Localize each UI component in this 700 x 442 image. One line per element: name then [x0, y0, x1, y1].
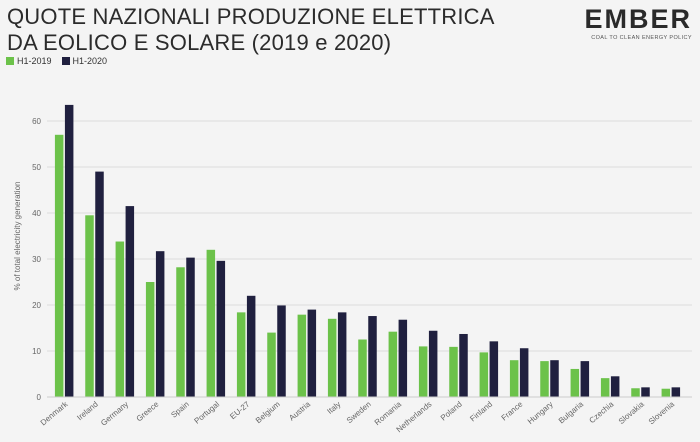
- x-tick-label: Finland: [468, 400, 494, 424]
- x-tick-label: Bulgaria: [557, 399, 586, 425]
- x-tick-label: Greece: [135, 399, 161, 423]
- title-line-1: QUOTE NAZIONALI PRODUZIONE ELETTRICA: [7, 4, 495, 29]
- legend-item-2019: H1-2019: [6, 56, 52, 66]
- legend: H1-2019 H1-2020: [6, 56, 107, 66]
- y-tick-label: 20: [32, 301, 41, 310]
- bar-romania-h1-2020: [398, 319, 408, 397]
- bar-slovakia-h1-2019: [631, 388, 640, 397]
- legend-label-2020: H1-2020: [72, 56, 108, 66]
- bar-eu-27-h1-2019: [236, 312, 246, 397]
- bar-portugal-h1-2020: [216, 260, 226, 397]
- bar-netherlands-h1-2020: [428, 330, 438, 397]
- x-tick-label: EU-27: [228, 399, 252, 421]
- x-tick-label: Czechia: [588, 399, 616, 425]
- x-tick-label: Sweden: [345, 400, 373, 425]
- logo-tagline: COAL TO CLEAN ENERGY POLICY: [591, 35, 692, 41]
- bar-italy-h1-2019: [327, 318, 337, 397]
- bar-greece-h1-2019: [145, 282, 155, 397]
- x-tick-label: Spain: [169, 400, 190, 420]
- bar-netherlands-h1-2019: [418, 346, 428, 397]
- bar-belgium-h1-2019: [267, 332, 276, 397]
- bar-finland-h1-2019: [479, 352, 489, 397]
- legend-swatch-2020: [61, 57, 70, 65]
- legend-swatch-2019: [6, 57, 14, 65]
- x-tick-label: Italy: [325, 400, 342, 416]
- chart-title: QUOTE NAZIONALI PRODUZIONE ELETTRICA DA …: [7, 4, 495, 56]
- y-tick-label: 10: [32, 347, 41, 356]
- x-tick-label: Ireland: [75, 400, 100, 423]
- bar-spain-h1-2019: [176, 267, 185, 397]
- bar-italy-h1-2020: [337, 312, 347, 397]
- bar-sweden-h1-2019: [358, 339, 367, 397]
- bar-austria-h1-2019: [297, 314, 307, 397]
- bar-czechia-h1-2020: [610, 376, 620, 397]
- y-tick-label: 30: [32, 255, 41, 264]
- bar-portugal-h1-2019: [206, 249, 216, 397]
- bar-ireland-h1-2020: [95, 171, 104, 397]
- x-tick-label: Slovenia: [647, 399, 677, 426]
- y-tick-label: 0: [37, 393, 42, 402]
- x-tick-label: Poland: [439, 400, 464, 423]
- bar-belgium-h1-2020: [277, 305, 286, 397]
- bar-slovenia-h1-2020: [671, 387, 681, 397]
- bar-eu-27-h1-2020: [246, 295, 256, 397]
- bar-finland-h1-2020: [489, 341, 499, 397]
- bar-france-h1-2019: [509, 360, 519, 397]
- x-tick-label: Germany: [99, 400, 130, 428]
- bar-romania-h1-2019: [388, 331, 398, 397]
- x-tick-label: Portugal: [193, 399, 222, 425]
- bar-ireland-h1-2019: [85, 215, 94, 397]
- x-tick-label: Austria: [287, 399, 312, 422]
- bar-hungary-h1-2019: [540, 361, 549, 397]
- y-tick-label: 60: [32, 117, 41, 126]
- bar-slovakia-h1-2020: [641, 387, 650, 397]
- legend-item-2020: H1-2020: [61, 56, 108, 66]
- y-tick-label: 40: [32, 209, 41, 218]
- y-tick-label: 50: [32, 163, 41, 172]
- x-tick-label: France: [500, 399, 525, 422]
- bar-germany-h1-2020: [125, 206, 135, 397]
- bar-germany-h1-2019: [115, 241, 125, 397]
- bar-spain-h1-2020: [186, 257, 195, 397]
- bar-bulgaria-h1-2019: [570, 368, 580, 397]
- bar-greece-h1-2020: [155, 251, 165, 397]
- bar-denmark-h1-2019: [54, 134, 64, 398]
- bar-sweden-h1-2020: [368, 316, 377, 397]
- ember-logo: EMBER COAL TO CLEAN ENERGY POLICY: [582, 4, 692, 42]
- bar-france-h1-2020: [519, 348, 529, 397]
- title-line-2: DA EOLICO E SOLARE (2019 e 2020): [7, 30, 392, 55]
- bar-czechia-h1-2019: [600, 378, 610, 397]
- bar-poland-h1-2020: [459, 333, 468, 397]
- bar-slovenia-h1-2019: [661, 388, 671, 397]
- bar-austria-h1-2020: [307, 309, 317, 397]
- bar-poland-h1-2019: [449, 346, 458, 397]
- x-tick-label: Slovakia: [617, 399, 646, 426]
- x-tick-label: Denmark: [39, 399, 70, 427]
- x-tick-label: Belgium: [254, 399, 282, 425]
- bar-bulgaria-h1-2020: [580, 361, 590, 397]
- legend-label-2019: H1-2019: [17, 56, 52, 66]
- bar-hungary-h1-2020: [550, 360, 559, 397]
- bar-denmark-h1-2020: [64, 104, 74, 398]
- x-tick-label: Hungary: [526, 400, 555, 426]
- logo-wordmark: EMBER: [584, 4, 692, 34]
- y-axis-label: % of total electricity generation: [13, 182, 22, 291]
